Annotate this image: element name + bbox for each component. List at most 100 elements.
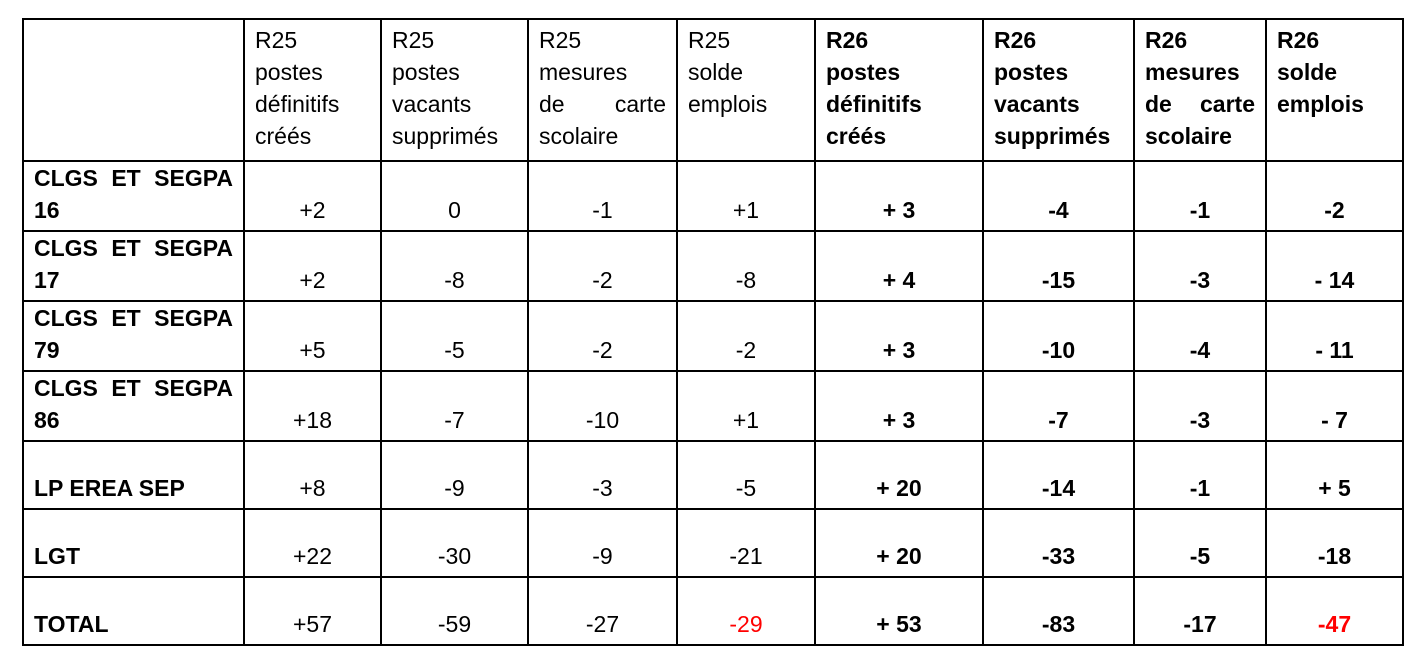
value-cell-clgs-et-segpa-86-r25-solde-emplois: +1 bbox=[676, 370, 816, 442]
value-cell-lgt-r25-mesures-de-carte-scolaire: -9 bbox=[527, 508, 678, 578]
table-row-clgs-et-segpa-16: CLGS ET SEGPA 16 +2 0 -1 +1 + 3 -4 -1 -2 bbox=[22, 160, 1404, 232]
value-cell-clgs-et-segpa-17-r26-postes-definitifs-crees: + 4 bbox=[814, 230, 984, 302]
header-r25-postes-vacants-supprimes: R25 postes vacants supprimés bbox=[380, 18, 529, 162]
text-word: ET bbox=[111, 235, 141, 261]
value-cell-clgs-et-segpa-79-r25-postes-vacants-supprimes: -5 bbox=[380, 300, 529, 372]
value-cell-lp-erea-sep-r25-solde-emplois: -5 bbox=[676, 440, 816, 510]
row-label-clgs-et-segpa-86: CLGS ET SEGPA 86 bbox=[22, 370, 245, 442]
value-cell-clgs-et-segpa-86-r26-solde-emplois: - 7 bbox=[1265, 370, 1404, 442]
value-cell-total-r25-postes-definitifs-crees: +57 bbox=[243, 576, 382, 646]
text-word: ET bbox=[111, 165, 141, 191]
text-word: SEGPA bbox=[154, 305, 233, 331]
value-cell-lp-erea-sep-r26-mesures-de-carte-scolaire: -1 bbox=[1133, 440, 1267, 510]
text-line: 17 bbox=[34, 267, 60, 293]
table-row-total: TOTAL +57 -59 -27 -29 + 53 -83 -17 -47 bbox=[22, 576, 1404, 646]
value-cell-total-r26-postes-definitifs-crees: + 53 bbox=[814, 576, 984, 646]
value-cell-lp-erea-sep-r26-postes-vacants-supprimes: -14 bbox=[982, 440, 1135, 510]
value-cell-clgs-et-segpa-17-r25-postes-vacants-supprimes: -8 bbox=[380, 230, 529, 302]
value-cell-lgt-r26-solde-emplois: -18 bbox=[1265, 508, 1404, 578]
row-label-lp-erea-sep: LP EREA SEP bbox=[22, 440, 245, 510]
value-cell-clgs-et-segpa-79-r25-postes-definitifs-crees: +5 bbox=[243, 300, 382, 372]
value-cell-clgs-et-segpa-79-r26-postes-definitifs-crees: + 3 bbox=[814, 300, 984, 372]
text-line: supprimés bbox=[392, 123, 499, 149]
text-line: vacants bbox=[994, 91, 1080, 117]
text-word: SEGPA bbox=[154, 375, 233, 401]
text-line: définitifs bbox=[826, 91, 922, 117]
header-row: R25 postes définitifs créés R25 postes vacants… bbox=[22, 18, 1404, 162]
value-cell-clgs-et-segpa-79-r25-solde-emplois: -2 bbox=[676, 300, 816, 372]
text-line: créés bbox=[826, 123, 887, 149]
value-cell-lp-erea-sep-r25-mesures-de-carte-scolaire: -3 bbox=[527, 440, 678, 510]
text-line: postes bbox=[994, 59, 1069, 85]
text-line: R25 bbox=[255, 27, 298, 53]
value-cell-clgs-et-segpa-17-r26-postes-vacants-supprimes: -15 bbox=[982, 230, 1135, 302]
text-line: R26 bbox=[1277, 27, 1320, 53]
value-cell-total-r25-postes-vacants-supprimes: -59 bbox=[380, 576, 529, 646]
header-r26-solde-emplois: R26 solde emplois bbox=[1265, 18, 1404, 162]
row-label-clgs-et-segpa-16: CLGS ET SEGPA 16 bbox=[22, 160, 245, 232]
text-line: de carte bbox=[539, 88, 666, 120]
text-word: de bbox=[539, 91, 565, 117]
value-cell-lp-erea-sep-r26-solde-emplois: + 5 bbox=[1265, 440, 1404, 510]
text-line: définitifs bbox=[255, 91, 340, 117]
text-line: postes bbox=[255, 59, 323, 85]
text-line: R26 bbox=[994, 27, 1037, 53]
text-line: scolaire bbox=[539, 123, 619, 149]
text-line: 79 bbox=[34, 337, 60, 363]
value-cell-lp-erea-sep-r25-postes-vacants-supprimes: -9 bbox=[380, 440, 529, 510]
value-cell-clgs-et-segpa-17-r26-solde-emplois: - 14 bbox=[1265, 230, 1404, 302]
value-cell-total-r26-mesures-de-carte-scolaire: -17 bbox=[1133, 576, 1267, 646]
value-cell-clgs-et-segpa-86-r26-postes-vacants-supprimes: -7 bbox=[982, 370, 1135, 442]
header-r25-mesures-de-carte-scolaire: R25 mesures de carte scolaire bbox=[527, 18, 678, 162]
header-r26-postes-vacants-supprimes: R26 postes vacants supprimés bbox=[982, 18, 1135, 162]
value-cell-clgs-et-segpa-17-r26-mesures-de-carte-scolaire: -3 bbox=[1133, 230, 1267, 302]
table-row-clgs-et-segpa-86: CLGS ET SEGPA 86 +18 -7 -10 +1 + 3 -7 -3- 7 bbox=[22, 370, 1404, 442]
text-word: carte bbox=[614, 91, 666, 117]
text-word: SEGPA bbox=[154, 235, 233, 261]
value-cell-total-r26-postes-vacants-supprimes: -83 bbox=[982, 576, 1135, 646]
staffing-table: R25 postes définitifs créés R25 postes vacants… bbox=[22, 18, 1404, 646]
value-cell-clgs-et-segpa-16-r25-solde-emplois: +1 bbox=[676, 160, 816, 232]
text-line: emplois bbox=[1277, 91, 1364, 117]
value-cell-total-r25-mesures-de-carte-scolaire: -27 bbox=[527, 576, 678, 646]
text-word: carte bbox=[1200, 91, 1255, 117]
value-cell-total-r25-solde-emplois: -29 bbox=[676, 576, 816, 646]
text-word: ET bbox=[111, 305, 141, 331]
text-line: emplois bbox=[688, 91, 768, 117]
text-line: R25 bbox=[392, 27, 435, 53]
value-cell-clgs-et-segpa-86-r26-postes-definitifs-crees: + 3 bbox=[814, 370, 984, 442]
text-line: CLGS ET SEGPA bbox=[34, 233, 233, 264]
header-r25-postes-definitifs-crees: R25 postes définitifs créés bbox=[243, 18, 382, 162]
value-cell-clgs-et-segpa-17-r25-postes-definitifs-crees: +2 bbox=[243, 230, 382, 302]
text-word: CLGS bbox=[34, 235, 98, 261]
text-line: CLGS ET SEGPA bbox=[34, 303, 233, 334]
text-line: de carte bbox=[1145, 88, 1255, 120]
text-word: SEGPA bbox=[154, 165, 233, 191]
value-cell-clgs-et-segpa-86-r26-mesures-de-carte-scolaire: -3 bbox=[1133, 370, 1267, 442]
document-page: R25 postes définitifs créés R25 postes vacants… bbox=[0, 18, 1423, 651]
value-cell-lgt-r25-postes-definitifs-crees: +22 bbox=[243, 508, 382, 578]
header-r25-solde-emplois: R25 solde emplois bbox=[676, 18, 816, 162]
value-cell-clgs-et-segpa-16-r26-postes-definitifs-crees: + 3 bbox=[814, 160, 984, 232]
value-cell-lgt-r25-solde-emplois: -21 bbox=[676, 508, 816, 578]
value-cell-clgs-et-segpa-79-r26-mesures-de-carte-scolaire: -4 bbox=[1133, 300, 1267, 372]
text-line: 86 bbox=[34, 407, 60, 433]
text-line: solde bbox=[688, 59, 743, 85]
text-line: R26 bbox=[826, 27, 869, 53]
value-cell-lgt-r26-postes-vacants-supprimes: -33 bbox=[982, 508, 1135, 578]
text-line: vacants bbox=[392, 91, 472, 117]
value-cell-lgt-r25-postes-vacants-supprimes: -30 bbox=[380, 508, 529, 578]
value-cell-clgs-et-segpa-16-r25-postes-vacants-supprimes: 0 bbox=[380, 160, 529, 232]
value-cell-clgs-et-segpa-16-r26-mesures-de-carte-scolaire: -1 bbox=[1133, 160, 1267, 232]
text-line: 16 bbox=[34, 197, 60, 223]
text-line: solde bbox=[1277, 59, 1338, 85]
text-line: créés bbox=[255, 123, 312, 149]
value-cell-clgs-et-segpa-79-r25-mesures-de-carte-scolaire: -2 bbox=[527, 300, 678, 372]
text-line: CLGS ET SEGPA bbox=[34, 163, 233, 194]
table-row-clgs-et-segpa-79: CLGS ET SEGPA 79 +5 -5 -2 -2 + 3 -10 -4- 11 bbox=[22, 300, 1404, 372]
text-word: ET bbox=[111, 375, 141, 401]
value-cell-clgs-et-segpa-86-r25-mesures-de-carte-scolaire: -10 bbox=[527, 370, 678, 442]
row-label-clgs-et-segpa-17: CLGS ET SEGPA 17 bbox=[22, 230, 245, 302]
text-word: de bbox=[1145, 91, 1172, 117]
row-label-clgs-et-segpa-79: CLGS ET SEGPA 79 bbox=[22, 300, 245, 372]
